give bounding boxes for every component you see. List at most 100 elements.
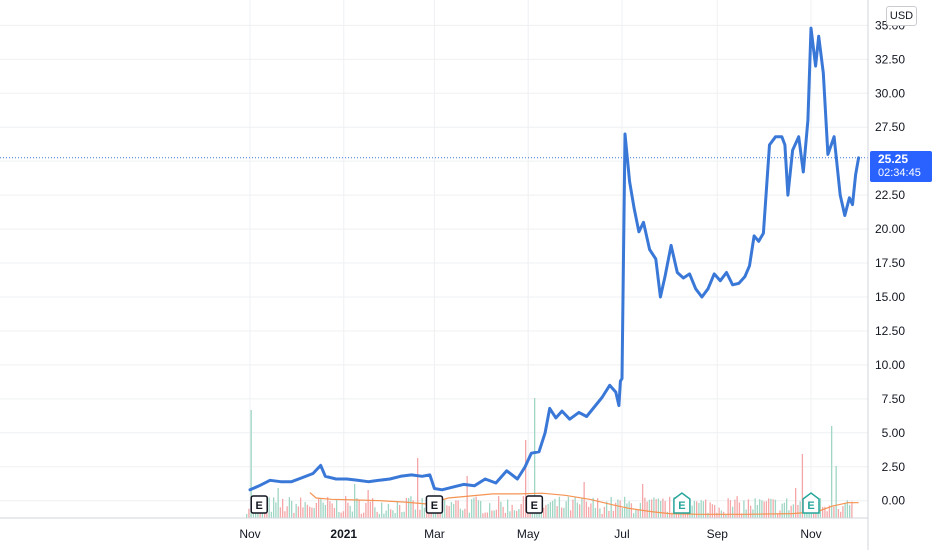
volume-bar xyxy=(430,510,432,518)
volume-bar xyxy=(819,498,822,518)
volume-bars xyxy=(246,398,853,518)
volume-bar xyxy=(484,512,486,518)
price-point xyxy=(554,416,558,420)
volume-bar xyxy=(311,507,313,518)
earnings-marker-box xyxy=(802,492,820,514)
volume-bar xyxy=(320,498,322,518)
price-point xyxy=(826,153,830,156)
price-point xyxy=(694,287,697,291)
volume-bar xyxy=(405,497,408,518)
time-axis[interactable]: Nov 2021 Mar May Jul Sep Nov xyxy=(0,517,868,541)
volume-bar xyxy=(462,510,464,518)
volume-bar xyxy=(556,506,558,518)
volume-bar xyxy=(687,513,689,518)
volume-bar xyxy=(313,508,315,518)
volume-bar xyxy=(293,512,295,518)
price-point xyxy=(663,275,667,278)
volume-bar xyxy=(358,500,360,518)
earnings-marker[interactable]: E xyxy=(802,492,820,514)
volume-bar xyxy=(369,501,372,518)
earnings-marker[interactable]: E xyxy=(673,492,691,514)
price-point xyxy=(356,479,359,482)
volume-bar xyxy=(338,512,340,518)
volume-bar xyxy=(507,499,509,518)
price-point xyxy=(774,135,777,138)
volume-bar xyxy=(509,511,511,518)
volume-bar xyxy=(617,499,619,518)
volume-bar xyxy=(628,501,630,518)
volume-bar xyxy=(833,506,835,518)
price-axis[interactable]: 0.00 2.50 5.00 7.50 10.00 12.50 15.00 17.50 20.0… xyxy=(867,0,906,550)
volume-bar xyxy=(567,496,570,518)
price-point xyxy=(737,282,740,285)
volume-bar xyxy=(336,499,338,518)
price-point xyxy=(311,472,315,475)
volume-bar xyxy=(592,497,594,518)
volume-bar xyxy=(518,509,520,518)
earnings-marker[interactable]: E xyxy=(525,495,544,514)
volume-bar xyxy=(599,508,601,518)
x-tick-label: Mar xyxy=(424,527,445,541)
volume-bar xyxy=(534,398,536,518)
volume-bar xyxy=(277,488,279,518)
volume-bar xyxy=(392,510,394,518)
price-point xyxy=(345,477,349,481)
volume-bar xyxy=(615,502,617,518)
price-point xyxy=(628,180,631,183)
currency-label[interactable]: USD xyxy=(886,6,917,26)
volume-bar xyxy=(372,498,374,518)
x-tick-label: Nov xyxy=(239,527,260,541)
volume-bar xyxy=(759,499,761,518)
price-point xyxy=(633,207,636,210)
volume-bar xyxy=(651,499,653,518)
volume-bar xyxy=(356,498,358,518)
volume-bar xyxy=(408,498,410,518)
volume-bar xyxy=(446,505,448,518)
price-point xyxy=(505,469,508,473)
volume-bar xyxy=(588,506,590,518)
price-point xyxy=(637,230,641,234)
volume-bar xyxy=(572,499,574,518)
y-tick-label: 2.50 xyxy=(882,460,906,474)
volume-bar xyxy=(288,497,291,518)
price-point xyxy=(410,473,413,477)
volume-bar xyxy=(846,500,849,518)
earnings-marker[interactable]: E xyxy=(425,495,444,514)
volume-bar xyxy=(331,503,333,518)
volume-bar xyxy=(394,513,396,518)
y-tick-label: 27.50 xyxy=(875,120,905,134)
volume-bar xyxy=(473,497,475,518)
volume-bar xyxy=(772,499,774,518)
volume-bar xyxy=(360,513,363,518)
volume-bar xyxy=(466,476,468,518)
x-tick-label: Nov xyxy=(800,527,821,541)
price-point xyxy=(757,240,760,243)
volume-bar xyxy=(682,511,684,518)
y-tick-label: 22.50 xyxy=(875,188,905,202)
price-point xyxy=(786,193,790,197)
price-point xyxy=(268,479,272,482)
volume-bar xyxy=(399,505,401,518)
price-point xyxy=(817,35,820,38)
price-point xyxy=(523,465,527,468)
price-point xyxy=(568,418,571,421)
price-point xyxy=(619,379,622,383)
volume-bar xyxy=(653,497,655,518)
volume-bar xyxy=(707,512,709,518)
volume-bar xyxy=(664,501,666,518)
earnings-marker[interactable]: E xyxy=(250,495,268,514)
volume-bar xyxy=(718,507,720,518)
volume-bar xyxy=(700,500,702,518)
volume-bar xyxy=(626,503,628,518)
volume-bar xyxy=(450,502,453,518)
volume-bar xyxy=(250,410,252,518)
volume-bar xyxy=(558,496,561,518)
volume-bar xyxy=(286,506,288,518)
earnings-marker-label: E xyxy=(256,500,263,512)
grid-lines xyxy=(0,0,868,518)
volume-bar xyxy=(383,513,385,518)
x-tick-label: Sep xyxy=(707,527,729,541)
price-point xyxy=(433,487,436,490)
price-point xyxy=(712,272,716,276)
